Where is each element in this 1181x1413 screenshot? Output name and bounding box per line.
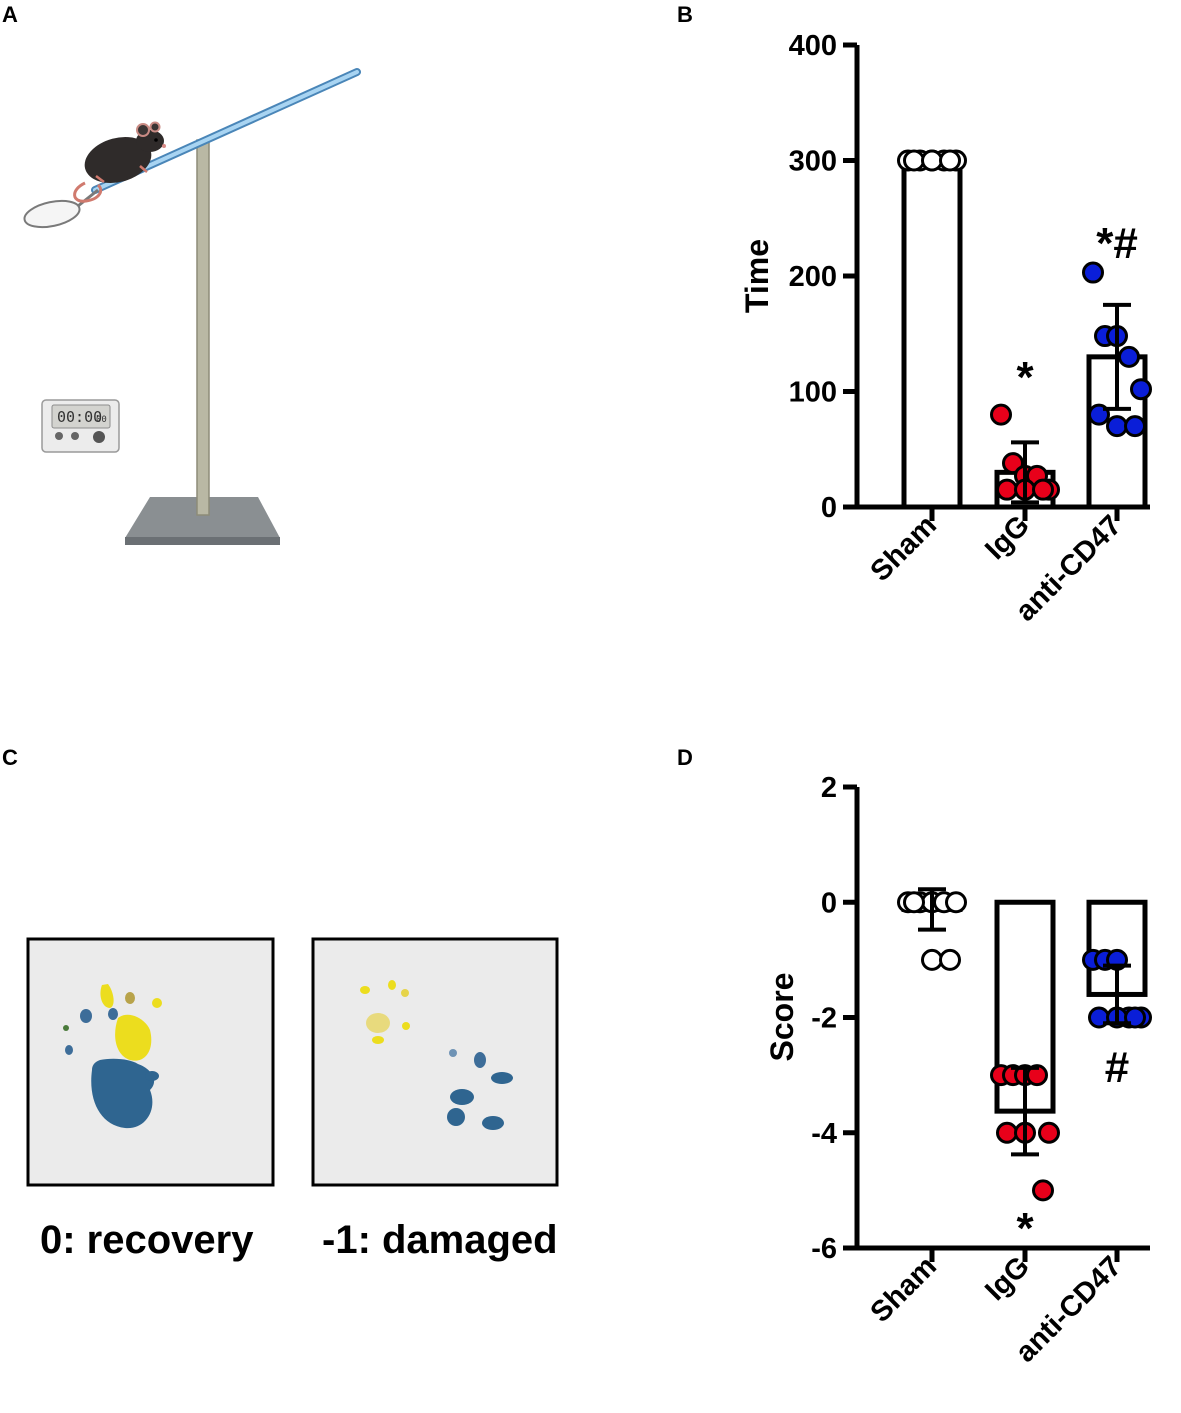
- data-point-anti-cd47: [1118, 345, 1140, 368]
- footprint-recovery: [26, 937, 275, 1187]
- paw-print-blue: [449, 1049, 457, 1057]
- data-point-igg: [996, 478, 1018, 501]
- y-tick-label: -6: [811, 1233, 837, 1265]
- data-point-igg: [996, 1121, 1018, 1144]
- data-point-anti-cd47: [1082, 261, 1104, 284]
- y-axis-label: Score: [764, 973, 800, 1062]
- y-tick-label: 300: [789, 146, 837, 178]
- paw-print-yellow: [366, 1013, 390, 1033]
- panel-letter-a: A: [2, 2, 18, 27]
- footprint-paper-left: [26, 937, 275, 1187]
- paw-print-yellow: [402, 1022, 410, 1030]
- mouse-hind-paw: [95, 175, 105, 183]
- stand-rod: [196, 139, 210, 516]
- x-tick-label-sham: Sham: [864, 1250, 942, 1328]
- timer-button: [71, 432, 79, 440]
- timer-display-sub: 00: [96, 415, 107, 425]
- significance-label-igg: *: [1016, 353, 1034, 402]
- paw-print-yellow: [372, 1036, 384, 1044]
- y-tick-label: 100: [789, 377, 837, 409]
- timer-button: [93, 431, 105, 443]
- mouse-paw: [139, 165, 148, 173]
- paw-print-yellow: [401, 989, 409, 997]
- significance-label-anti-cd47: #: [1105, 1043, 1129, 1092]
- paw-print-blue: [145, 1071, 159, 1081]
- y-tick-label: 200: [789, 261, 837, 293]
- data-point-anti-cd47: [1130, 378, 1152, 401]
- data-point-sham: [939, 149, 961, 172]
- data-point-igg: [990, 403, 1012, 426]
- data-point-anti-cd47: [1106, 415, 1128, 438]
- data-point-sham: [903, 149, 925, 172]
- mouse-ear-2: [149, 121, 161, 133]
- paw-print-blue: [447, 1108, 465, 1126]
- panel-letter-c: C: [2, 745, 18, 770]
- y-tick-label: 0: [821, 492, 837, 524]
- mouse-ear: [136, 123, 150, 137]
- paw-print-blue: [65, 1045, 73, 1055]
- mouse-eye: [154, 138, 158, 142]
- footprint-damaged: [311, 937, 559, 1187]
- stand-base-edge: [125, 537, 280, 545]
- data-point-anti-cd47: [1124, 415, 1146, 438]
- paw-print-blue: [482, 1116, 504, 1130]
- stand-base: [125, 497, 280, 538]
- data-point-igg: [1032, 478, 1054, 501]
- y-tick-label: -4: [811, 1118, 837, 1150]
- data-point-sham: [939, 948, 961, 971]
- bar-sham: [901, 158, 963, 510]
- paw-print-yellow: [115, 1014, 152, 1061]
- pole-loop: [23, 199, 81, 229]
- mouse-tail: [73, 181, 103, 203]
- timer-button: [55, 432, 63, 440]
- data-point-sham: [921, 948, 943, 971]
- data-point-igg: [1026, 1064, 1048, 1087]
- mouse-icon: [73, 121, 166, 203]
- data-point-sham: [945, 891, 967, 914]
- paw-print-yellow: [152, 998, 162, 1008]
- y-axis-label: Time: [739, 239, 775, 313]
- footprint-paper-right: [311, 937, 559, 1187]
- caption-recovery: 0: recovery: [40, 1218, 254, 1262]
- paw-print-blue: [491, 1072, 513, 1084]
- data-point-igg: [1032, 1179, 1054, 1202]
- paw-print-blue: [91, 1058, 155, 1129]
- paw-print-blue: [108, 1008, 118, 1020]
- x-tick-label-sham: Sham: [864, 509, 942, 587]
- mouse-body: [84, 136, 152, 184]
- paw-print-green: [63, 1025, 69, 1031]
- pole-apparatus-icon: [23, 68, 361, 545]
- timer-screen: [51, 404, 111, 429]
- panel-letter-d: D: [677, 745, 693, 770]
- data-point-sham: [903, 891, 925, 914]
- paw-print-yellow: [125, 992, 135, 1004]
- data-point-igg: [1038, 1121, 1060, 1144]
- y-tick-label: 2: [821, 772, 837, 804]
- panel-letter-b: B: [677, 2, 693, 27]
- significance-label-anti-cd47: *#: [1096, 219, 1138, 268]
- y-tick-label: -2: [811, 1003, 837, 1035]
- y-tick-label: 0: [821, 887, 837, 919]
- significance-label-igg: *: [1016, 1204, 1034, 1253]
- pole-loop-neck: [77, 188, 99, 208]
- caption-damaged: -1: damaged: [322, 1218, 558, 1262]
- mouse-nose: [162, 144, 166, 148]
- paw-print-blue: [450, 1089, 474, 1105]
- paw-print-yellow: [360, 986, 370, 994]
- data-point-sham: [921, 149, 943, 172]
- timer-display: 00:00: [57, 408, 102, 426]
- timer-icon: 00:00 00: [41, 399, 120, 453]
- paw-print-yellow: [388, 980, 396, 990]
- paw-print-blue: [80, 1009, 92, 1023]
- y-tick-label: 400: [789, 30, 837, 62]
- paw-print-yellow: [100, 984, 114, 1008]
- paw-print-blue: [474, 1052, 486, 1068]
